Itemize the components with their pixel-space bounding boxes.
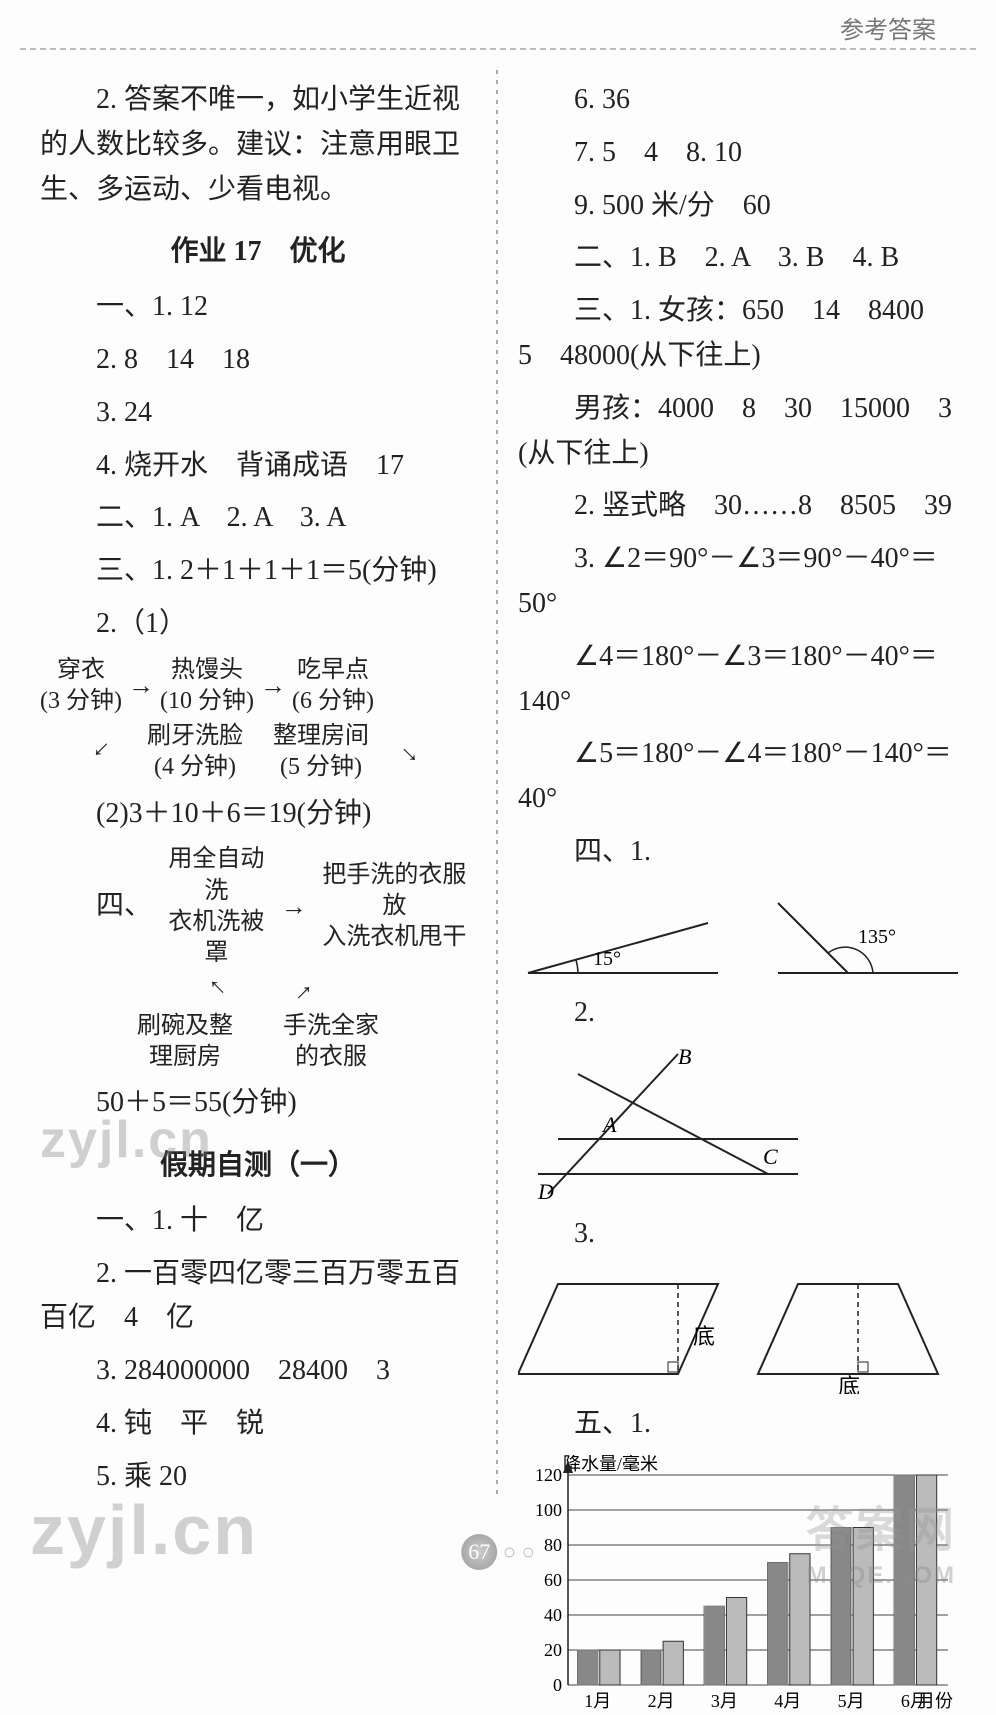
answer-2: 2. 答案不唯一，如小学生近视的人数比较多。建议：注意用眼卫生、多运动、少看电视… [40,78,476,212]
line: 9. 500 米/分 60 [518,184,956,229]
line: 3. 284000000 28400 3 [40,1349,476,1394]
svg-text:100: 100 [535,1500,562,1520]
line: 五、1. [518,1402,956,1447]
svg-text:A: A [601,1112,617,1137]
line: ∠4＝180°－∠3＝180°－40°＝140° [518,635,956,725]
line: 6. 36 [518,78,956,123]
svg-text:20: 20 [544,1640,562,1660]
svg-text:4月: 4月 [774,1691,801,1711]
svg-text:120: 120 [535,1465,562,1485]
svg-text:60: 60 [544,1570,562,1590]
watermark: zyjl.cn [30,1490,258,1570]
line: 一、1. 12 [40,285,476,330]
line: 4. 钝 平 锐 [40,1402,476,1447]
right-column: 6. 36 7. 5 4 8. 10 9. 500 米/分 60 二、1. B … [498,70,956,1500]
watermark: MXQE.COM [807,1562,956,1590]
angle-label: 15° [593,948,621,970]
line: 男孩：4000 8 30 15000 3 (从下往上) [518,387,956,477]
svg-text:1月: 1月 [584,1691,611,1711]
line: 3. 24 [40,391,476,436]
line: 2. 竖式略 30……8 8505 39 [518,484,956,529]
content-columns: 2. 答案不唯一，如小学生近视的人数比较多。建议：注意用眼卫生、多运动、少看电视… [40,70,956,1500]
line: 二、1. B 2. A 3. B 4. B [518,236,956,281]
svg-text:0: 0 [553,1675,562,1695]
line: 2. 一百零四亿零三百万零五百 百亿 4 亿 [40,1252,476,1342]
line: ∠5＝180°－∠4＝180°－140°＝40° [518,732,956,822]
svg-text:降水量/毫米: 降水量/毫米 [563,1455,658,1474]
flowchart-1: 穿衣(3 分钟) → 热馒头(10 分钟) → 吃早点(6 分钟) → 刷牙洗脸… [40,655,476,784]
header-divider [20,48,976,50]
angle-diagram-1: 15° 135° [518,883,958,983]
line: 4. 烧开水 背诵成语 17 [40,444,476,489]
triangle-diagram: B A C D [518,1044,818,1204]
svg-text:80: 80 [544,1535,562,1555]
line: 2.（1） [40,602,476,647]
svg-text:底: 底 [693,1324,715,1349]
line: 一、1. 十 亿 [40,1199,476,1244]
left-column: 2. 答案不唯一，如小学生近视的人数比较多。建议：注意用眼卫生、多运动、少看电视… [40,70,496,1500]
line: 3. [518,1212,956,1257]
svg-text:月份: 月份 [917,1691,953,1711]
watermark: zyjl.cn [40,1110,213,1170]
svg-text:C: C [763,1144,778,1169]
page-number: 67 ○ ○ [461,1534,535,1570]
watermark: 答案网 [806,1490,956,1560]
line: 7. 5 4 8. 10 [518,131,956,176]
line: 三、1. 女孩：650 14 8400 5 48000(从下往上) [518,289,956,379]
svg-text:5月: 5月 [838,1691,865,1711]
shapes-diagram: 底 底 [518,1264,958,1394]
line: 2. 8 14 18 [40,338,476,383]
line: 四、1. [518,830,956,875]
svg-text:40: 40 [544,1605,562,1625]
angle-label: 135° [858,926,896,948]
line: 2. [518,991,956,1036]
line: (2)3＋10＋6＝19(分钟) [40,792,476,837]
flowchart-2: 四、 用全自动洗衣机洗被罩 → 把手洗的衣服放入洗衣机甩干 → → 刷碗及整理厨… [40,844,476,1073]
svg-text:底: 底 [838,1374,860,1394]
line: 二、1. A 2. A 3. A [40,496,476,541]
page-header: 参考答案 [840,10,936,45]
svg-text:2月: 2月 [648,1691,675,1711]
svg-text:D: D [537,1179,554,1204]
line: 三、1. 2＋1＋1＋1＝5(分钟) [40,549,476,594]
section-title-17: 作业 17 优化 [40,230,476,275]
svg-text:3月: 3月 [711,1691,738,1711]
svg-text:B: B [678,1044,691,1069]
line: 3. ∠2＝90°－∠3＝90°－40°＝50° [518,537,956,627]
